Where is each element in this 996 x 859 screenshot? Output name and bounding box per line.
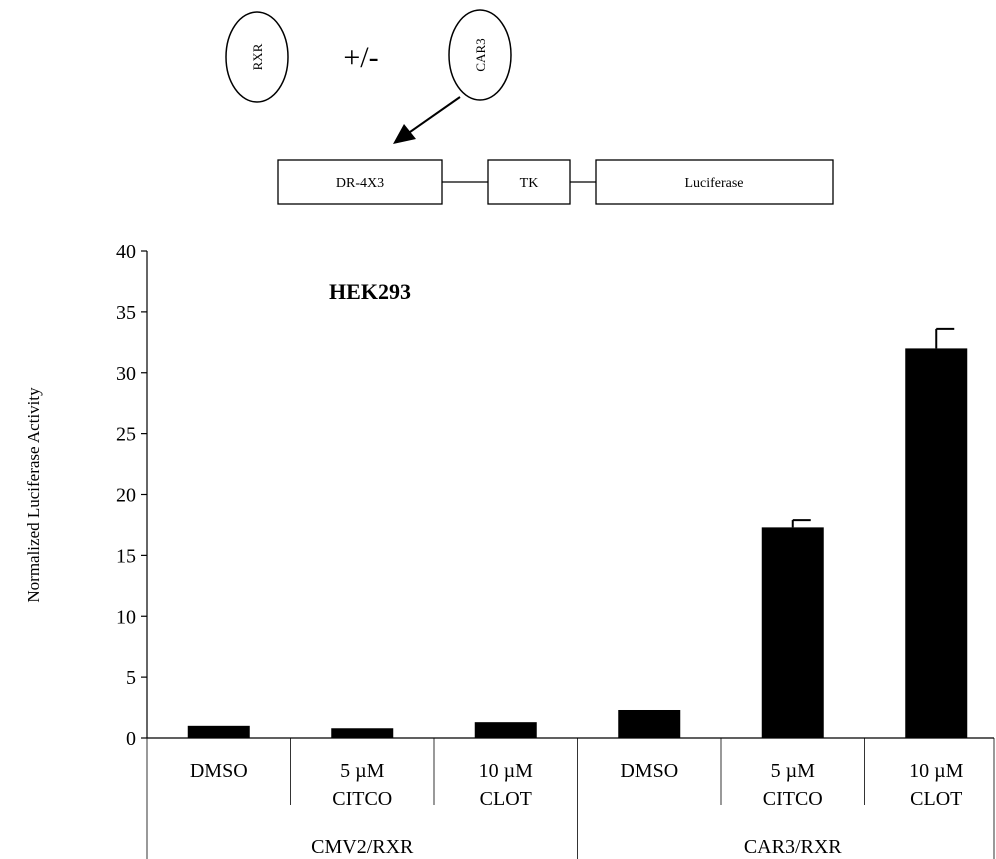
dr4x3-label: DR-4X3 [336,176,384,191]
x-tick-label-line2: CLOT [480,788,532,810]
luciferase-label: Luciferase [684,176,743,191]
y-tick-label: 0 [126,728,136,750]
x-tick-label: 5 µM [771,760,816,782]
car3-label: CAR3 [473,38,488,71]
car3-ellipse [448,9,512,101]
y-tick-label: 15 [116,545,136,567]
luciferase-box [595,159,834,205]
y-tick-label: 25 [116,424,136,446]
y-tick-label: 5 [126,667,136,689]
x-tick-label: 10 µM [479,760,534,782]
group-label: CMV2/RXR [311,836,414,858]
x-axis: DMSO 5 µM CITCO 10 µM CLOT DMSO 5 µM CITCO 10 µM… [146,737,995,859]
y-tick-label: 40 [116,241,136,263]
bar [618,709,681,738]
bar [905,348,968,738]
arrow-line [409,96,461,133]
x-tick-label: DMSO [190,760,248,782]
x-tick-label-line2: CLOT [910,788,962,810]
schematic-diagram: RXR +/- CAR3 DR-4X3 TK Luciferase [225,9,834,205]
y-tick-label: 35 [116,302,136,324]
tk-label: TK [520,176,539,191]
bar [761,527,824,738]
x-tick-label-line2: CITCO [763,788,823,810]
rxr-ellipse [225,11,289,103]
y-axis-label: Normalized Luciferase Activity [24,387,43,603]
x-tick-label-line2: CITCO [332,788,392,810]
bar [331,728,394,738]
plus-minus-label: +/- [343,41,378,74]
bar [474,722,537,738]
y-tick-label: 10 [116,606,136,628]
x-tick-label: 10 µM [909,760,964,782]
bar [187,725,250,738]
group-label: CAR3/RXR [744,836,842,858]
chart-title: HEK293 [329,279,411,304]
y-tick-label: 30 [116,363,136,385]
x-tick-label: 5 µM [340,760,385,782]
y-axis: 0 5 10 15 20 25 30 35 40 [116,241,148,750]
arrow-head [393,124,416,144]
x-tick-label: DMSO [620,760,678,782]
bars [187,327,968,738]
bar-chart: HEK293 Normalized Luciferase Activity 0 5… [24,241,995,859]
rxr-label: RXR [250,43,265,70]
y-tick-label: 20 [116,485,136,507]
